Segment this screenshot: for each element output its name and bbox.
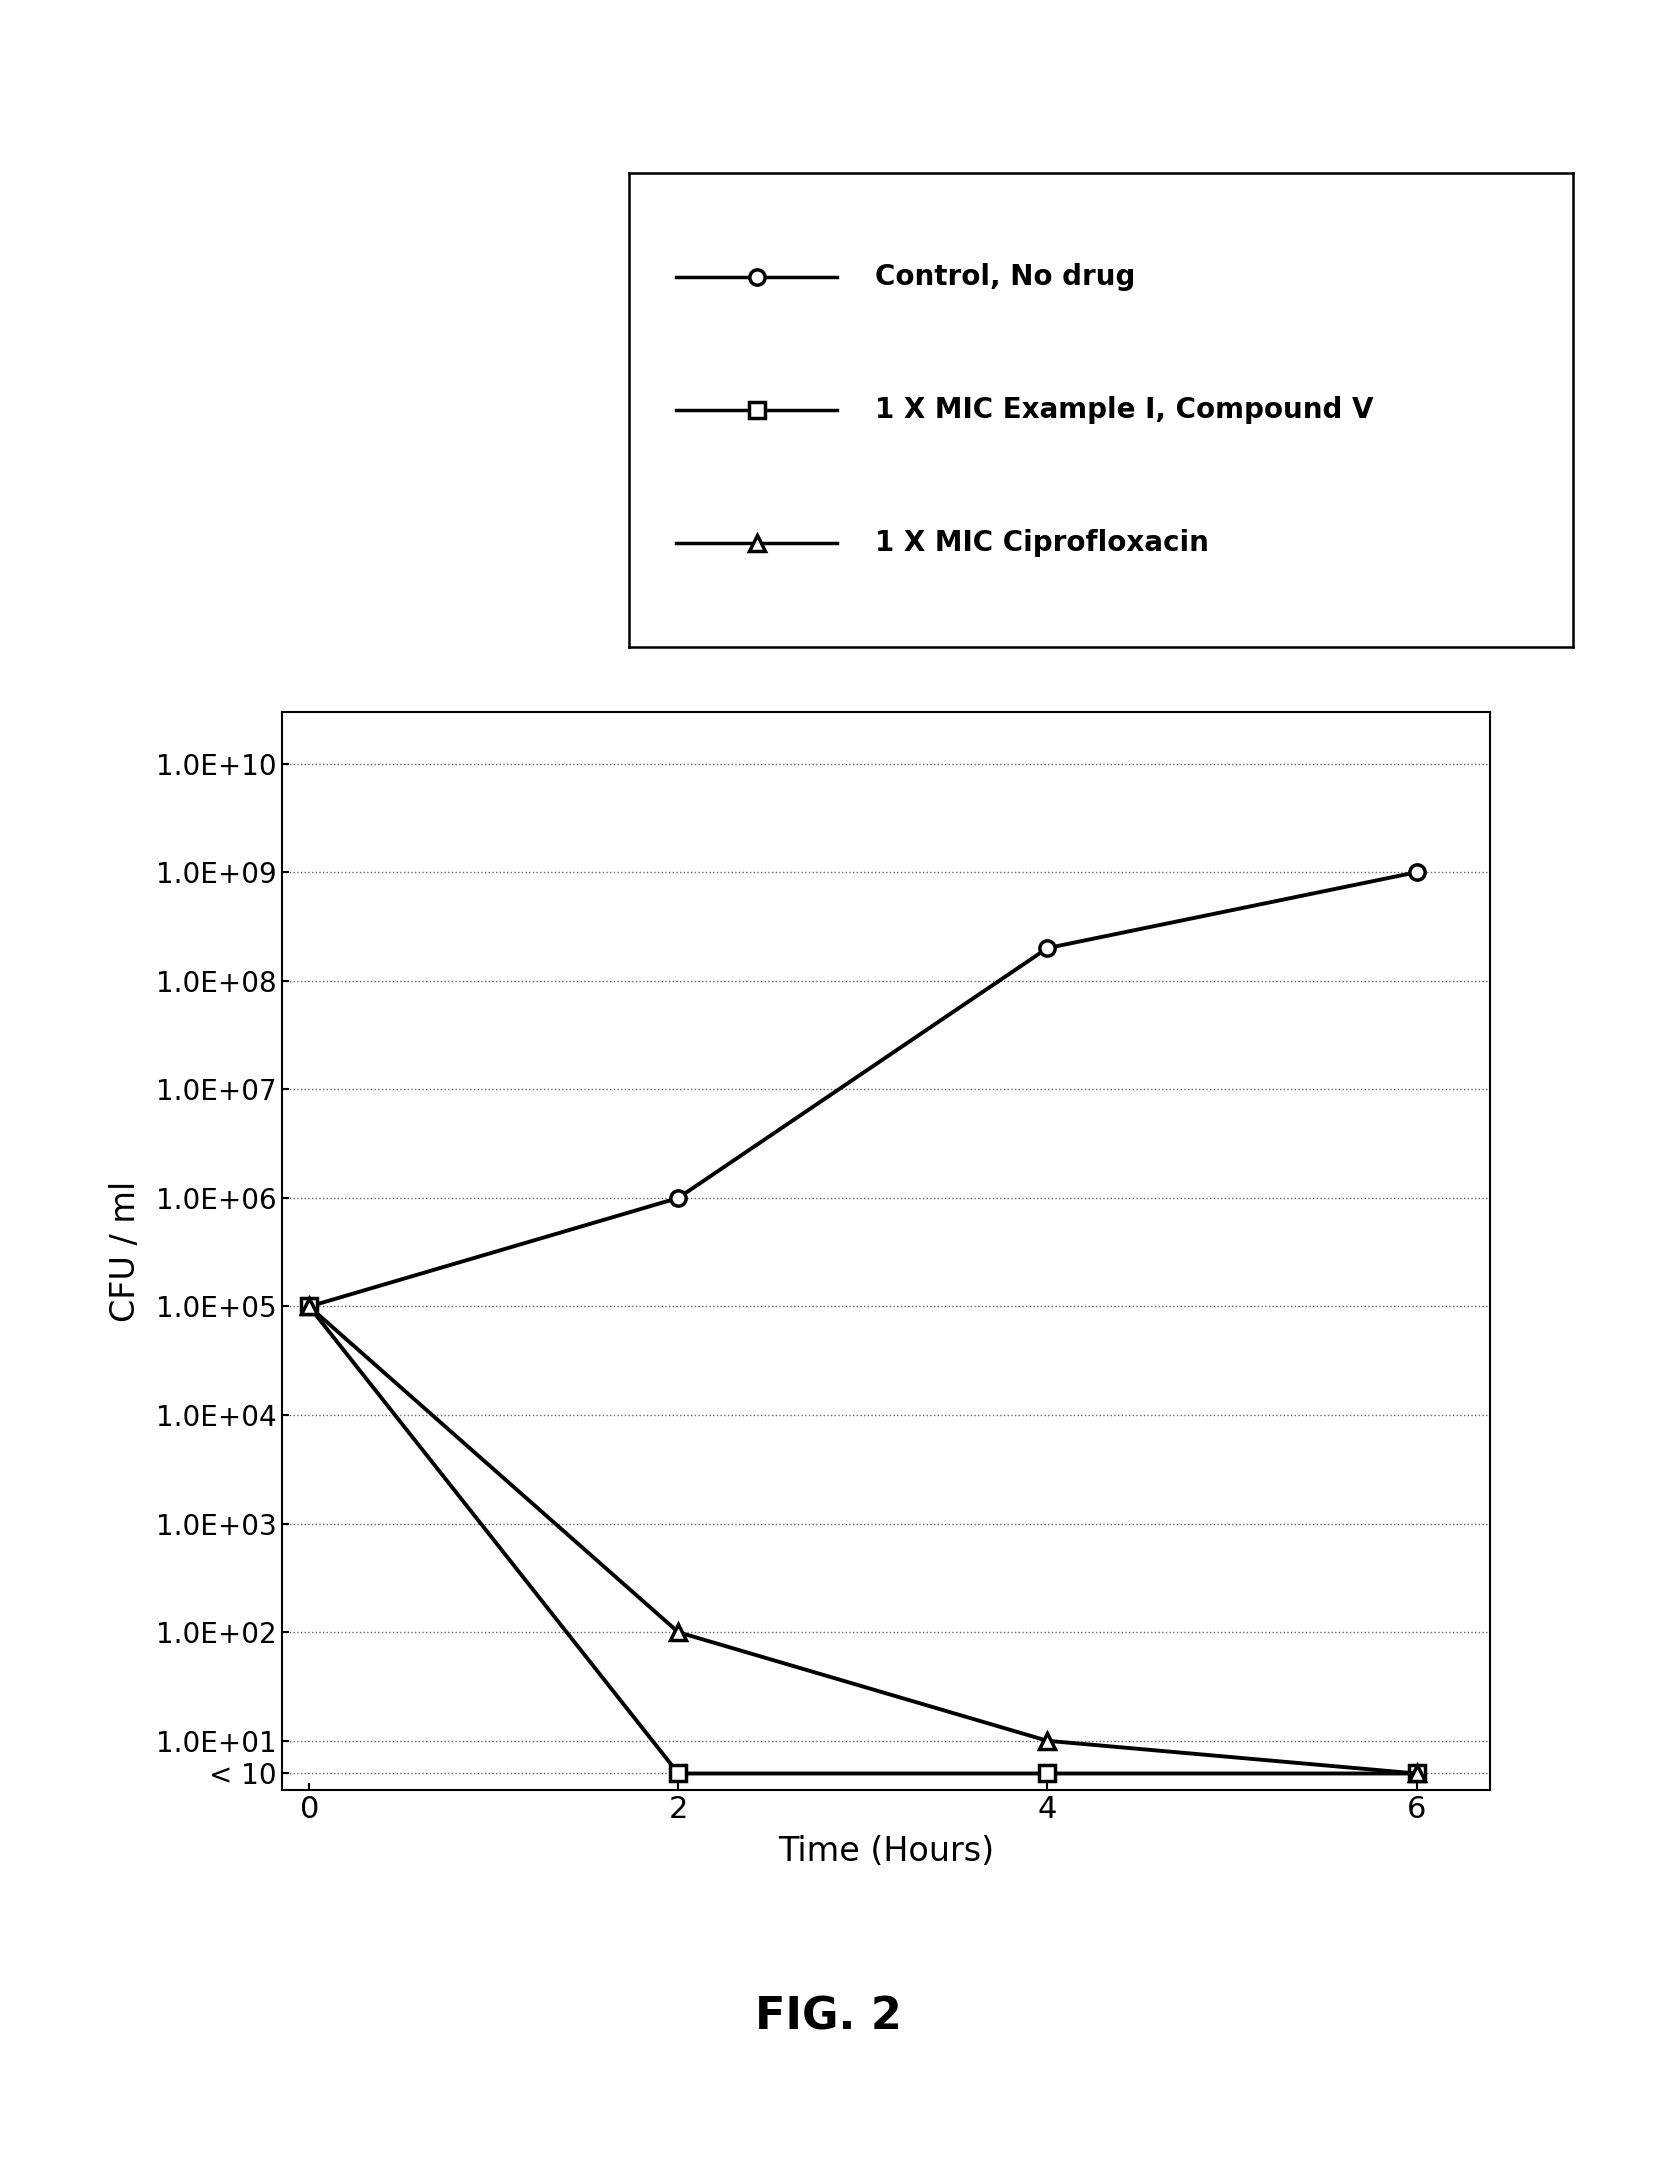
Y-axis label: CFU / ml: CFU / ml [109, 1180, 142, 1322]
Text: FIG. 2: FIG. 2 [755, 1995, 900, 2038]
X-axis label: Time (Hours): Time (Hours) [778, 1836, 993, 1868]
Text: 1 X MIC Ciprofloxacin: 1 X MIC Ciprofloxacin [874, 528, 1208, 557]
Text: Control, No drug: Control, No drug [874, 263, 1134, 291]
Text: 1 X MIC Example I, Compound V: 1 X MIC Example I, Compound V [874, 397, 1372, 423]
